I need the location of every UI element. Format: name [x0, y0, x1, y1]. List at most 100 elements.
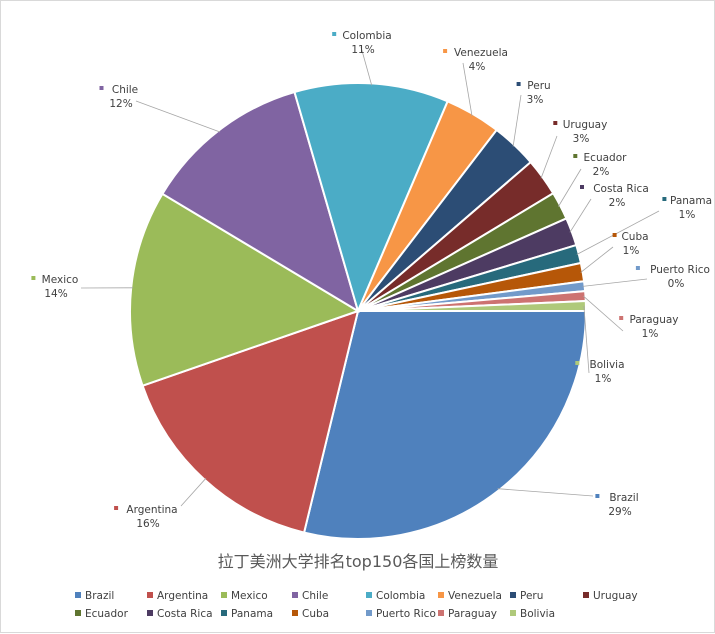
label-marker-ecuador [573, 154, 577, 158]
label-name-cuba: Cuba [621, 231, 648, 243]
leader-line-ecuador [558, 169, 581, 207]
legend-label-uruguay: Uruguay [593, 590, 638, 602]
legend-label-mexico: Mexico [231, 590, 268, 602]
legend-swatch-ecuador [75, 610, 81, 616]
label-name-puerto-rico: Puerto Rico [650, 264, 710, 276]
legend-label-peru: Peru [520, 590, 543, 602]
legend-label-venezuela: Venezuela [448, 590, 502, 602]
legend-swatch-cuba [292, 610, 298, 616]
label-percent-ecuador: 2% [593, 166, 610, 178]
label-marker-colombia [332, 32, 336, 36]
label-marker-cuba [613, 233, 617, 237]
label-marker-uruguay [553, 121, 557, 125]
legend-item-brazil: Brazil [75, 590, 114, 602]
legend-swatch-chile [292, 592, 298, 598]
legend-label-puerto-rico: Puerto Rico [376, 608, 436, 620]
legend-item-ecuador: Ecuador [75, 608, 129, 620]
label-name-venezuela: Venezuela [454, 47, 508, 59]
leader-line-costa-rica [570, 199, 591, 232]
legend-swatch-uruguay [583, 592, 589, 598]
label-name-peru: Peru [527, 80, 550, 92]
data-label-panama: Panama 1% [662, 195, 712, 221]
legend-label-colombia: Colombia [376, 590, 425, 602]
label-name-mexico: Mexico [42, 274, 79, 286]
legend-swatch-mexico [221, 592, 227, 598]
legend-swatch-puerto-rico [366, 610, 372, 616]
label-marker-paraguay [619, 316, 623, 320]
label-percent-mexico: 14% [44, 288, 67, 300]
legend-item-argentina: Argentina [147, 590, 208, 602]
label-percent-argentina: 16% [136, 518, 159, 530]
label-name-chile: Chile [112, 84, 138, 96]
legend-item-venezuela: Venezuela [438, 590, 502, 602]
legend-label-panama: Panama [231, 608, 273, 620]
legend-swatch-brazil [75, 592, 81, 598]
legend-item-paraguay: Paraguay [438, 608, 497, 620]
legend-label-ecuador: Ecuador [85, 608, 129, 620]
legend-item-bolivia: Bolivia [510, 608, 555, 620]
label-name-argentina: Argentina [126, 504, 177, 516]
leader-line-uruguay [541, 136, 557, 178]
legend-swatch-argentina [147, 592, 153, 598]
leader-line-paraguay [584, 296, 624, 331]
legend-item-panama: Panama [221, 608, 273, 620]
legend: Brazil Argentina Mexico Chile Colombia Venezu… [75, 590, 638, 620]
legend-swatch-colombia [366, 592, 372, 598]
data-label-chile: Chile 12% [100, 84, 139, 110]
label-marker-costa-rica [580, 185, 584, 189]
label-percent-colombia: 11% [351, 44, 374, 56]
label-percent-bolivia: 1% [595, 373, 612, 385]
label-name-uruguay: Uruguay [563, 119, 608, 131]
data-label-mexico: Mexico 14% [31, 274, 78, 300]
label-marker-puerto-rico [636, 266, 640, 270]
leader-line-brazil [498, 489, 593, 496]
label-marker-chile [100, 86, 104, 90]
label-percent-peru: 3% [527, 94, 544, 106]
label-percent-uruguay: 3% [573, 133, 590, 145]
leader-line-chile [136, 101, 220, 132]
leader-line-argentina [181, 478, 206, 506]
legend-swatch-paraguay [438, 610, 444, 616]
label-marker-brazil [595, 494, 599, 498]
legend-label-argentina: Argentina [157, 590, 208, 602]
label-percent-paraguay: 1% [642, 328, 659, 340]
data-label-cuba: Cuba 1% [613, 231, 649, 257]
label-name-panama: Panama [670, 195, 712, 207]
label-marker-peru [517, 82, 521, 86]
leader-line-peru [513, 95, 521, 147]
chart-title: 拉丁美洲大学排名top150各国上榜数量 [218, 552, 499, 571]
label-percent-brazil: 29% [608, 506, 631, 518]
label-percent-venezuela: 4% [469, 61, 486, 73]
legend-swatch-venezuela [438, 592, 444, 598]
data-label-venezuela: Venezuela 4% [443, 47, 508, 73]
label-percent-panama: 1% [679, 209, 696, 221]
legend-label-cuba: Cuba [302, 608, 329, 620]
leader-line-cuba [581, 247, 613, 272]
legend-item-chile: Chile [292, 590, 328, 602]
data-label-argentina: Argentina 16% [114, 504, 178, 530]
legend-label-brazil: Brazil [85, 590, 114, 602]
legend-label-costa-rica: Costa Rica [157, 608, 213, 620]
label-percent-chile: 12% [109, 98, 132, 110]
pie-slices [130, 83, 586, 539]
legend-item-mexico: Mexico [221, 590, 268, 602]
legend-label-paraguay: Paraguay [448, 608, 497, 620]
legend-item-costa-rica: Costa Rica [147, 608, 213, 620]
legend-swatch-panama [221, 610, 227, 616]
legend-label-chile: Chile [302, 590, 328, 602]
leader-line-puerto-rico [583, 279, 647, 286]
label-marker-panama [662, 197, 666, 201]
label-percent-cuba: 1% [623, 245, 640, 257]
legend-swatch-costa-rica [147, 610, 153, 616]
label-marker-mexico [31, 276, 35, 280]
label-marker-venezuela [443, 49, 447, 53]
data-label-uruguay: Uruguay 3% [553, 119, 607, 145]
